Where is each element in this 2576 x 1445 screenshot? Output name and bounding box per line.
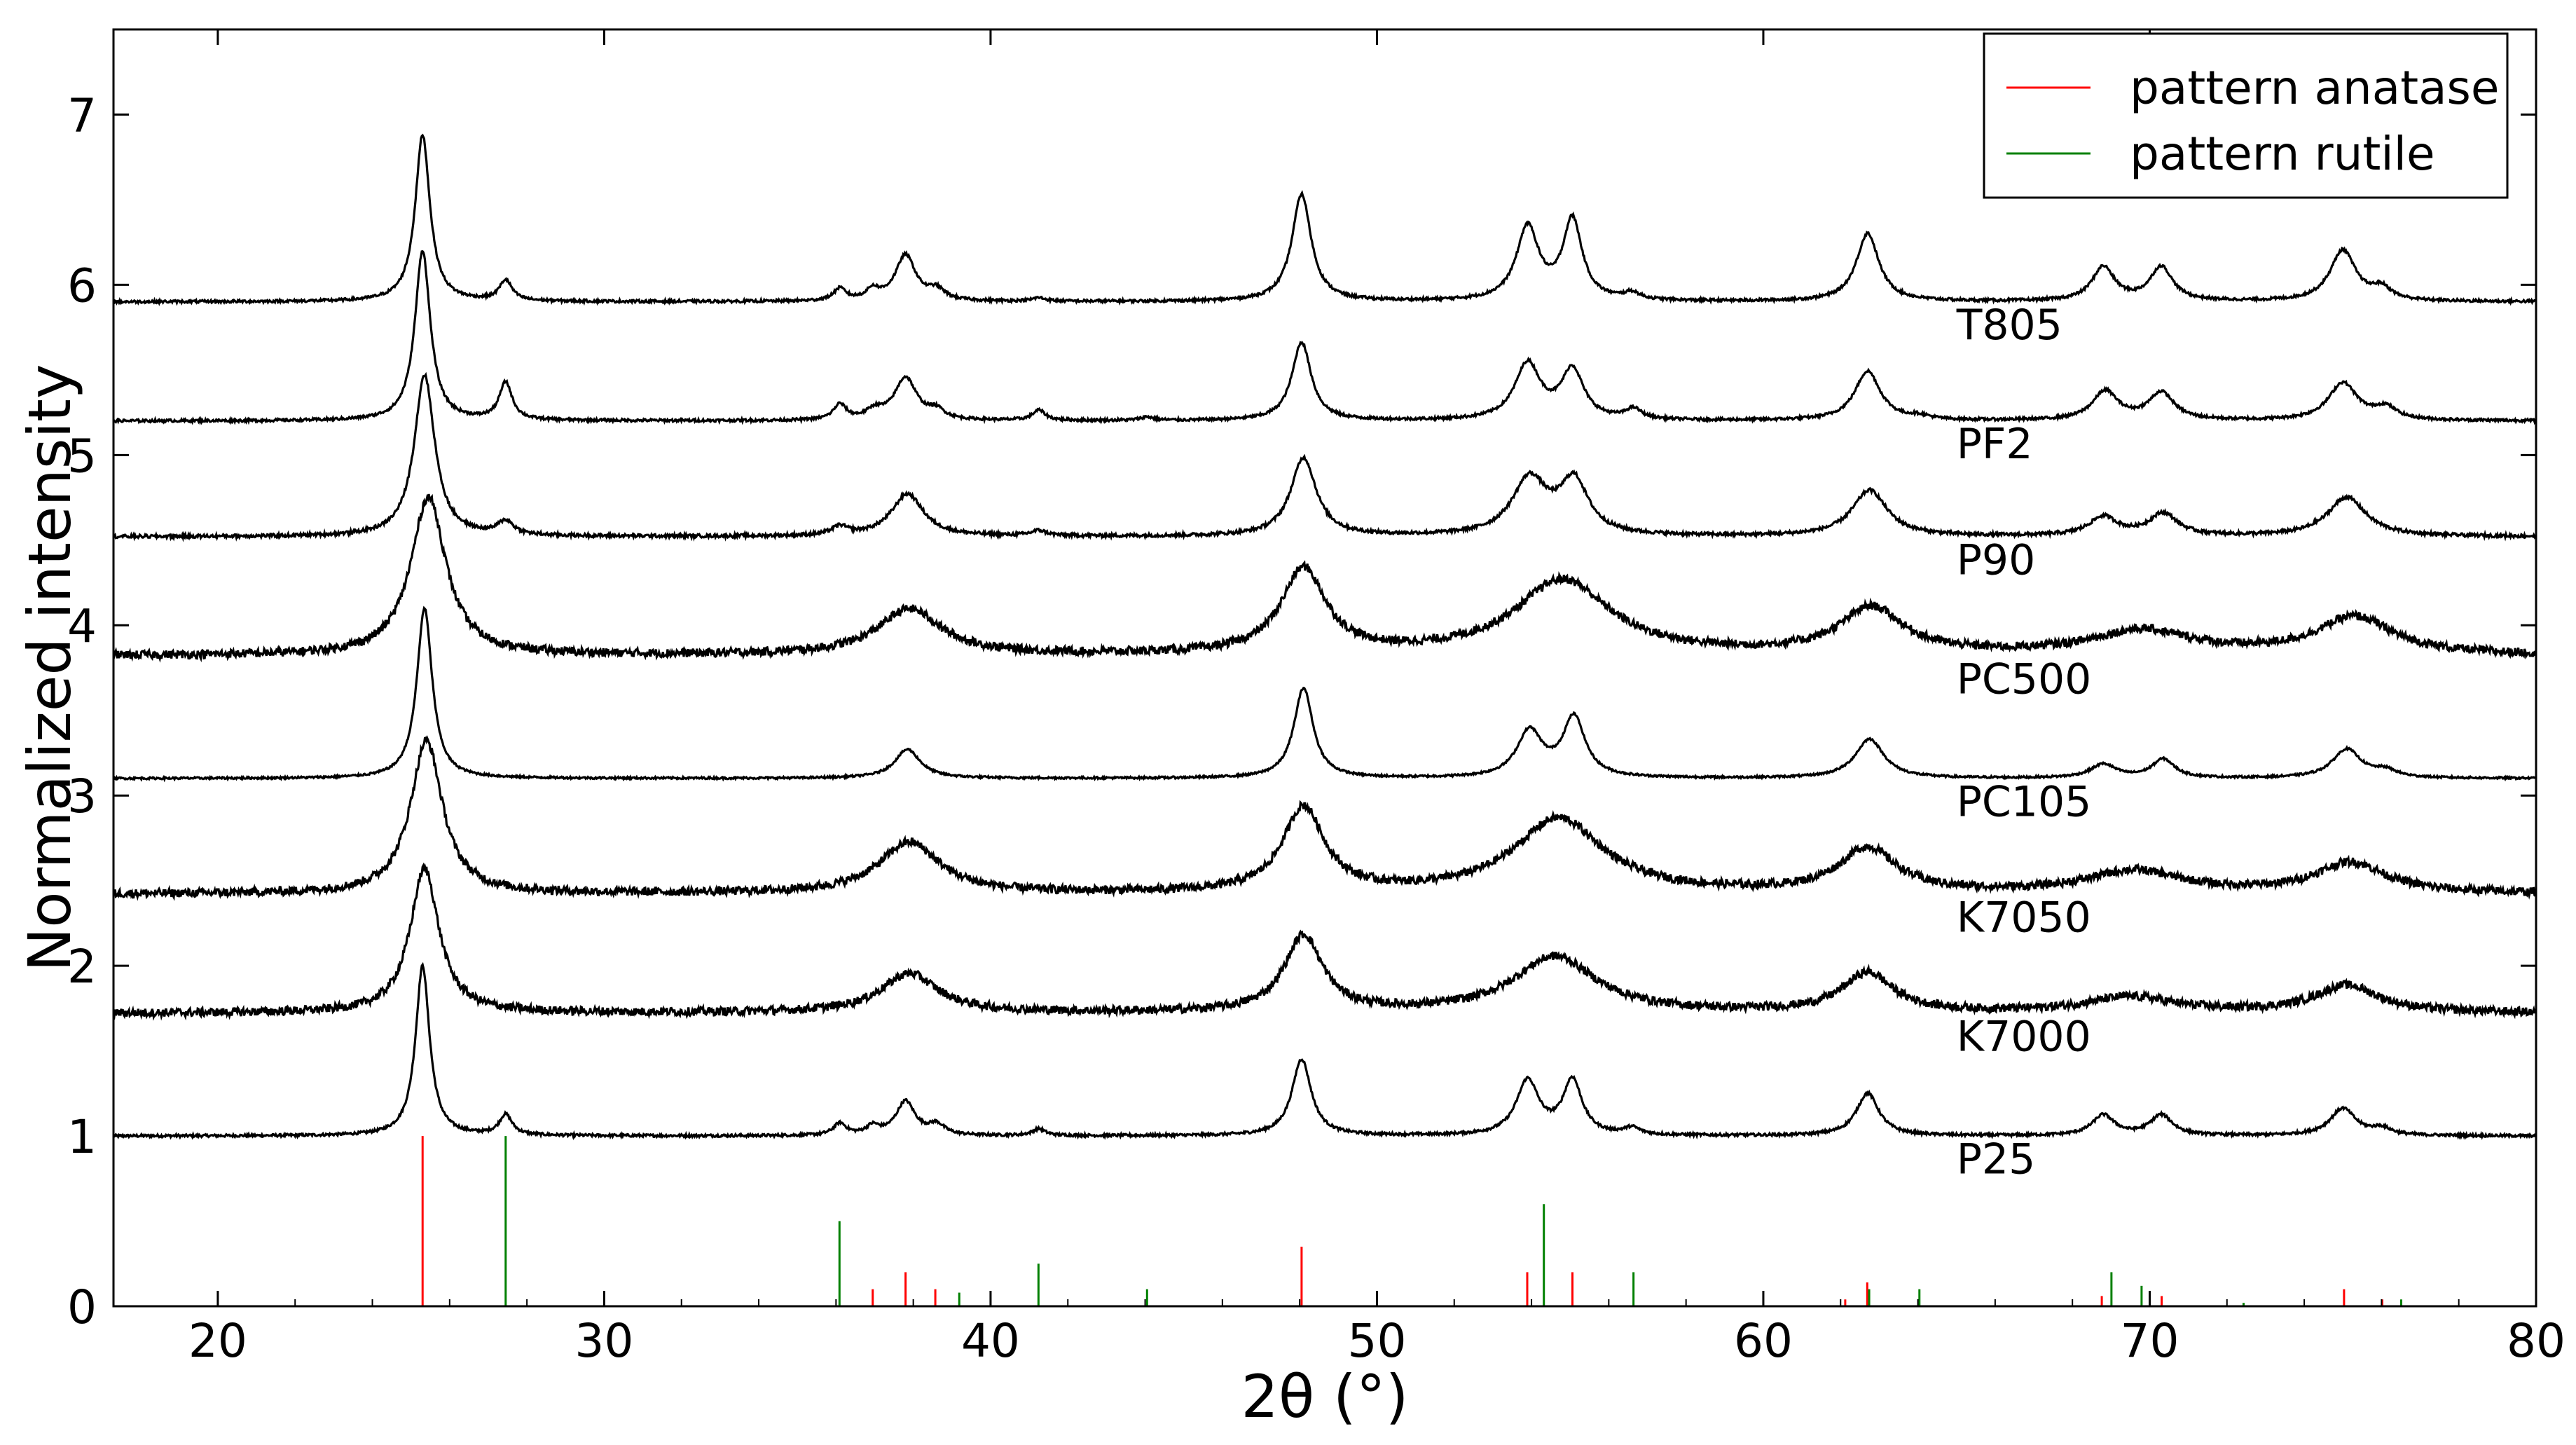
series-label-p90: P90 bbox=[1957, 535, 2036, 584]
curve-p25 bbox=[112, 961, 2536, 1141]
legend-anatase-label: pattern anatase bbox=[2130, 61, 2500, 115]
x-tick-label: 60 bbox=[1734, 1314, 1793, 1368]
x-tick-label: 70 bbox=[2120, 1314, 2179, 1368]
y-axis-label: Normalized intensity bbox=[15, 364, 84, 971]
y-tick-label: 4 bbox=[67, 599, 97, 653]
series-label-pc105: PC105 bbox=[1957, 777, 2092, 826]
x-tick-label: 20 bbox=[188, 1314, 247, 1368]
y-tick-label: 7 bbox=[67, 88, 97, 142]
x-axis-label: 2θ (°) bbox=[1241, 1362, 1408, 1431]
series-label-p25: P25 bbox=[1957, 1135, 2036, 1184]
series-label-k7000: K7000 bbox=[1957, 1013, 2091, 1062]
curve-pf2 bbox=[112, 249, 2537, 426]
series-label-k7050: K7050 bbox=[1957, 893, 2091, 943]
legend: pattern anatase pattern rutile bbox=[1983, 32, 2509, 199]
curve-k7000 bbox=[112, 862, 2537, 1021]
plot-frame bbox=[112, 28, 2537, 1308]
curve-k7050 bbox=[112, 734, 2536, 901]
x-tick-label: 30 bbox=[574, 1314, 633, 1368]
y-tick-label: 2 bbox=[67, 940, 97, 994]
x-tick-label: 80 bbox=[2507, 1314, 2565, 1368]
legend-rutile-label: pattern rutile bbox=[2130, 127, 2435, 181]
x-tick-label: 50 bbox=[1347, 1314, 1406, 1368]
curve-t805 bbox=[113, 133, 2536, 307]
legend-box bbox=[1983, 32, 2509, 199]
series-label-pc500: PC500 bbox=[1957, 655, 2092, 704]
curve-pc105 bbox=[113, 605, 2536, 783]
y-tick-label: 1 bbox=[67, 1110, 97, 1164]
y-tick-label: 3 bbox=[67, 769, 97, 823]
y-tick-label: 6 bbox=[67, 259, 97, 313]
series-label-t805: T805 bbox=[1956, 301, 2062, 350]
reference-patterns bbox=[421, 1136, 2403, 1306]
y-tick-label: 5 bbox=[67, 429, 97, 483]
curve-pc500 bbox=[112, 493, 2537, 663]
y-tick-label: 0 bbox=[67, 1280, 97, 1334]
series-labels: P25 K7000 K7050 PC105 PC500 P90 PF2 T805 bbox=[1956, 301, 2092, 1184]
curve-p90 bbox=[112, 371, 2537, 542]
diffraction-curves bbox=[112, 133, 2537, 1141]
x-tick-label: 40 bbox=[961, 1314, 1020, 1368]
axes: 20 30 40 50 60 70 80 0 1 2 3 4 5 6 7 bbox=[67, 28, 2565, 1368]
series-label-pf2: PF2 bbox=[1957, 420, 2033, 469]
